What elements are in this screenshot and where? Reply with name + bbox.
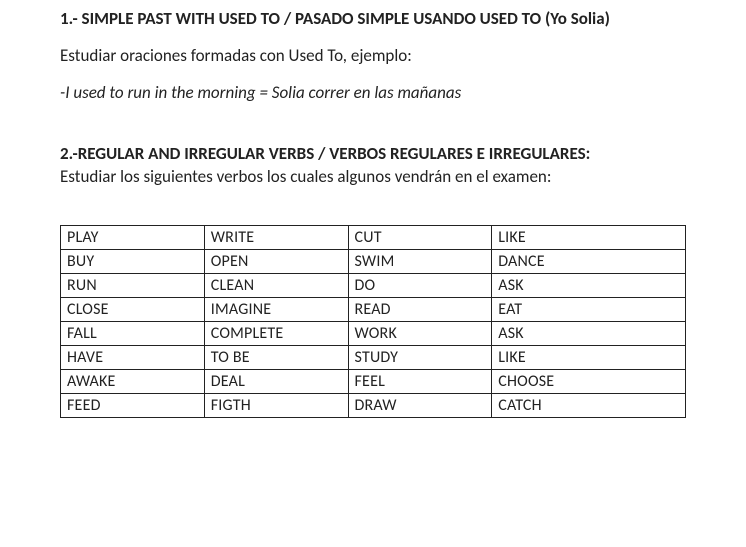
table-cell: CLOSE	[61, 297, 205, 321]
table-cell: RUN	[61, 273, 205, 297]
table-cell: LIKE	[492, 225, 686, 249]
table-cell: FALL	[61, 321, 205, 345]
table-cell: WORK	[348, 321, 492, 345]
table-row: FALLCOMPLETEWORKASK	[61, 321, 686, 345]
table-cell: ASK	[492, 273, 686, 297]
section2-heading-bold: 2.-REGULAR AND IRREGULAR VERBS / VERBOS …	[60, 143, 590, 164]
table-cell: DO	[348, 273, 492, 297]
verbs-table: PLAYWRITECUTLIKEBUYOPENSWIMDANCERUNCLEAN…	[60, 225, 686, 418]
table-cell: FEEL	[348, 369, 492, 393]
section2-heading-rest: Estudiar los siguientes verbos los cuale…	[60, 166, 551, 187]
table-cell: WRITE	[204, 225, 348, 249]
table-cell: DANCE	[492, 249, 686, 273]
table-cell: EAT	[492, 297, 686, 321]
table-cell: FIGTH	[204, 393, 348, 417]
table-row: RUNCLEANDOASK	[61, 273, 686, 297]
table-row: HAVETO BESTUDYLIKE	[61, 345, 686, 369]
table-row: PLAYWRITECUTLIKE	[61, 225, 686, 249]
table-row: CLOSEIMAGINEREADEAT	[61, 297, 686, 321]
table-cell: CATCH	[492, 393, 686, 417]
table-cell: LIKE	[492, 345, 686, 369]
table-cell: CUT	[348, 225, 492, 249]
table-cell: PLAY	[61, 225, 205, 249]
verbs-table-body: PLAYWRITECUTLIKEBUYOPENSWIMDANCERUNCLEAN…	[61, 225, 686, 417]
document-page: 1.- SIMPLE PAST WITH USED TO / PASADO SI…	[0, 0, 746, 434]
table-cell: ASK	[492, 321, 686, 345]
table-cell: DRAW	[348, 393, 492, 417]
table-cell: STUDY	[348, 345, 492, 369]
table-row: AWAKEDEALFEELCHOOSE	[61, 369, 686, 393]
section1-heading: 1.- SIMPLE PAST WITH USED TO / PASADO SI…	[60, 8, 620, 31]
table-cell: FEED	[61, 393, 205, 417]
table-row: BUYOPENSWIMDANCE	[61, 249, 686, 273]
table-cell: CHOOSE	[492, 369, 686, 393]
table-cell: HAVE	[61, 345, 205, 369]
section1-intro: Estudiar oraciones formadas con Used To,…	[60, 45, 686, 68]
table-cell: IMAGINE	[204, 297, 348, 321]
table-cell: AWAKE	[61, 369, 205, 393]
table-cell: TO BE	[204, 345, 348, 369]
table-cell: READ	[348, 297, 492, 321]
table-cell: COMPLETE	[204, 321, 348, 345]
table-row: FEEDFIGTHDRAWCATCH	[61, 393, 686, 417]
table-cell: SWIM	[348, 249, 492, 273]
section2-heading: 2.-REGULAR AND IRREGULAR VERBS / VERBOS …	[60, 143, 620, 189]
table-cell: BUY	[61, 249, 205, 273]
table-cell: DEAL	[204, 369, 348, 393]
table-cell: OPEN	[204, 249, 348, 273]
section1-example: -I used to run in the morning = Solia co…	[60, 82, 686, 105]
table-cell: CLEAN	[204, 273, 348, 297]
